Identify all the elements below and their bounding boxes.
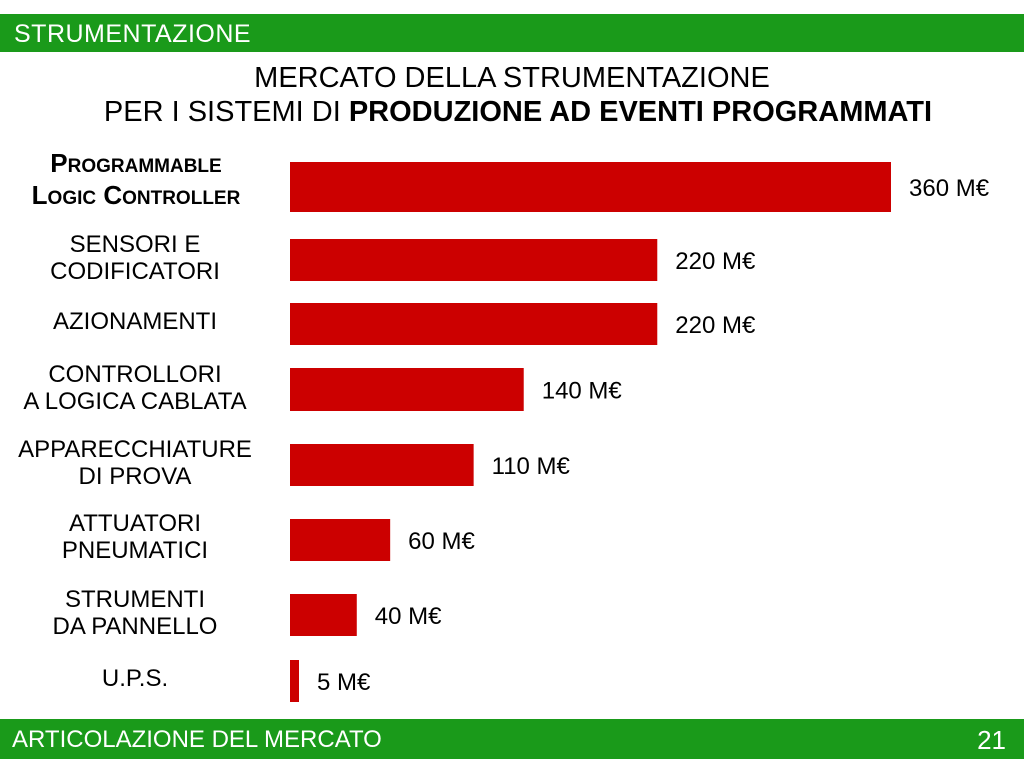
category-label-6-1: DA PANNELLO [53,613,218,640]
value-label-3: 140 M€ [542,378,623,405]
bar-0 [290,162,891,212]
footer-title: ARTICOLAZIONE DEL MERCATO [12,726,382,753]
bar-7 [290,660,299,702]
page-number: 21 [977,725,1006,755]
bar-3 [290,368,524,411]
category-label-6-0: STRUMENTI [65,586,205,613]
value-label-6: 40 M€ [375,603,442,630]
chart-title-line2-normal: PER I SISTEMI DI [103,96,349,128]
category-label-1-1: CODIFICATORI [50,258,220,285]
category-label-1-0: SENSORI E [70,231,201,258]
bar-1 [290,239,658,281]
value-label-0: 360 M€ [909,175,990,202]
footer-bar: ARTICOLAZIONE DEL MERCATO 21 [0,719,1024,759]
category-label-0-0: PROGRAMMABLE [50,148,221,178]
category-label-0-1: LOGIC CONTROLLER [32,180,241,210]
category-label-2-0: AZIONAMENTI [53,308,217,335]
chart-title-line2: PER I SISTEMI DI PRODUZIONE AD EVENTI PR… [6,96,1024,129]
chart-title-line1: MERCATO DELLA STRUMENTAZIONE [254,62,770,94]
value-label-2: 220 M€ [675,312,756,339]
category-label-5-1: PNEUMATICI [62,537,208,564]
value-label-1: 220 M€ [675,248,756,275]
section-title: STRUMENTAZIONE [14,20,252,48]
bar-2 [290,303,658,345]
category-label-7-0: U.P.S. [102,665,168,692]
value-label-4: 110 M€ [492,453,571,480]
category-label-5-0: ATTUATORI [69,510,201,537]
category-label-4-1: DI PROVA [79,463,192,490]
bar-6 [290,594,357,636]
section-header-bar: STRUMENTAZIONE [0,14,1024,52]
value-label-7: 5 M€ [317,669,371,696]
value-label-5: 60 M€ [408,528,475,555]
bar-5 [290,519,391,561]
category-label-3-0: CONTROLLORI [48,361,221,388]
category-label-4-0: APPARECCHIATURE [18,436,252,463]
bar-4 [290,444,474,486]
category-label-3-1: A LOGICA CABLATA [23,388,246,415]
chart-title-line2-bold: PRODUZIONE AD EVENTI PROGRAMMATI [348,96,933,128]
